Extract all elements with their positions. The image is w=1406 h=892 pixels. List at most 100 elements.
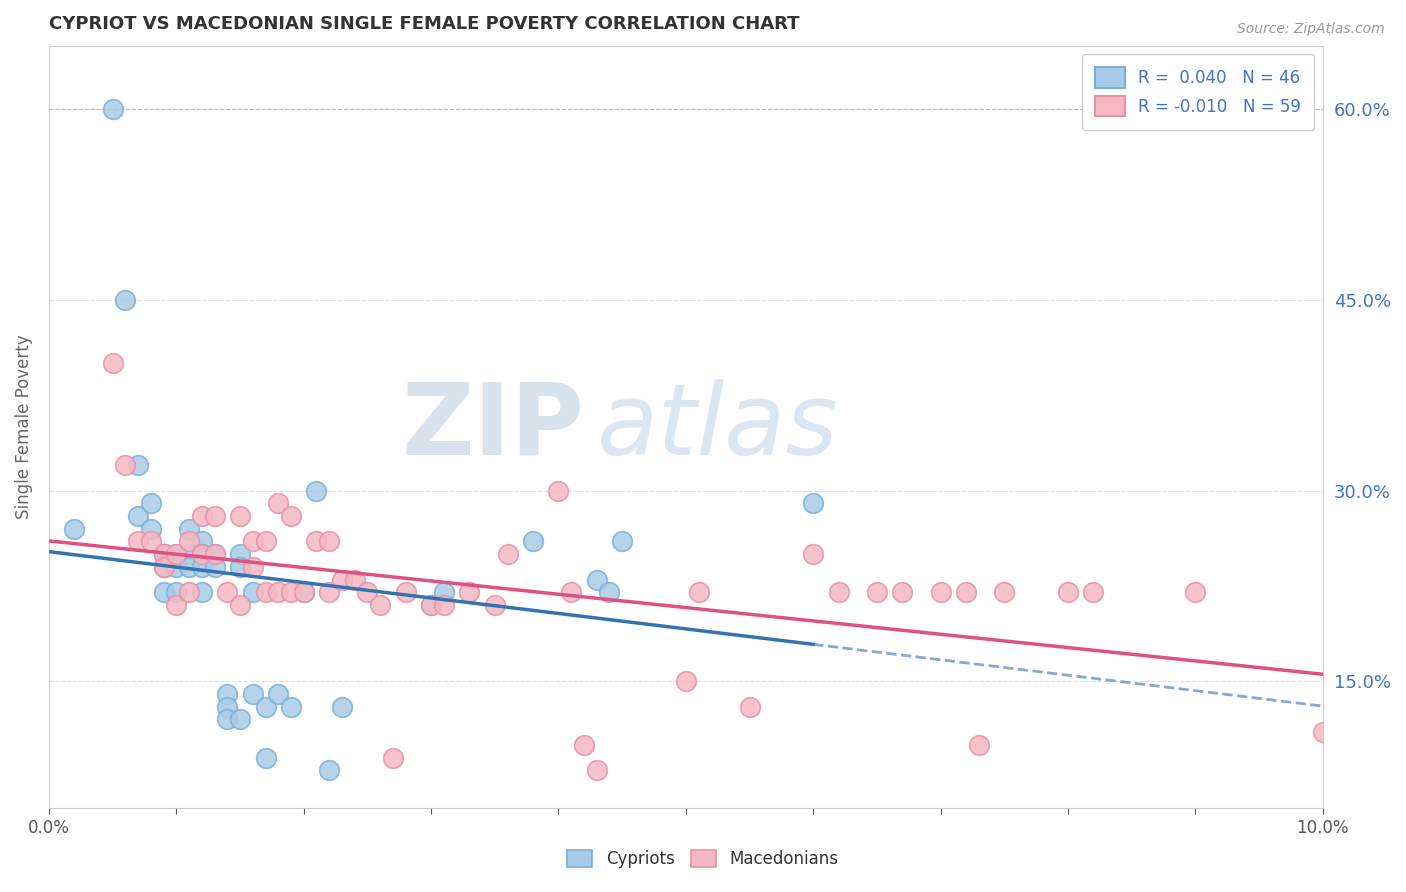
Cypriots: [204, 560, 226, 574]
Macedonians: [1057, 585, 1080, 599]
Macedonians: [267, 585, 290, 599]
Macedonians: [280, 509, 302, 524]
Macedonians: [929, 585, 952, 599]
Cypriots: [217, 687, 239, 701]
Macedonians: [496, 547, 519, 561]
Macedonians: [993, 585, 1015, 599]
Cypriots: [305, 483, 328, 498]
Macedonians: [891, 585, 914, 599]
Macedonians: [801, 547, 824, 561]
Macedonians: [356, 585, 378, 599]
Macedonians: [395, 585, 418, 599]
Macedonians: [242, 560, 264, 574]
Cypriots: [191, 585, 214, 599]
Text: CYPRIOT VS MACEDONIAN SINGLE FEMALE POVERTY CORRELATION CHART: CYPRIOT VS MACEDONIAN SINGLE FEMALE POVE…: [49, 15, 800, 33]
Macedonians: [267, 496, 290, 510]
Macedonians: [254, 585, 277, 599]
Cypriots: [165, 547, 187, 561]
Macedonians: [458, 585, 481, 599]
Cypriots: [204, 547, 226, 561]
Cypriots: [101, 102, 124, 116]
Macedonians: [572, 738, 595, 752]
Macedonians: [292, 585, 315, 599]
Macedonians: [177, 585, 200, 599]
Cypriots: [229, 560, 252, 574]
Cypriots: [127, 509, 149, 524]
Macedonians: [101, 357, 124, 371]
Cypriots: [585, 573, 607, 587]
Macedonians: [1184, 585, 1206, 599]
Macedonians: [1083, 585, 1105, 599]
Macedonians: [1312, 725, 1334, 739]
Macedonians: [127, 534, 149, 549]
Cypriots: [139, 522, 162, 536]
Cypriots: [280, 699, 302, 714]
Cypriots: [114, 293, 136, 307]
Text: Source: ZipAtlas.com: Source: ZipAtlas.com: [1237, 22, 1385, 37]
Macedonians: [318, 585, 340, 599]
Macedonians: [242, 534, 264, 549]
Macedonians: [585, 764, 607, 778]
Cypriots: [152, 585, 174, 599]
Macedonians: [280, 585, 302, 599]
Macedonians: [254, 534, 277, 549]
Cypriots: [229, 713, 252, 727]
Cypriots: [242, 585, 264, 599]
Cypriots: [177, 522, 200, 536]
Macedonians: [191, 509, 214, 524]
Macedonians: [165, 547, 187, 561]
Macedonians: [828, 585, 851, 599]
Macedonians: [217, 585, 239, 599]
Cypriots: [318, 764, 340, 778]
Cypriots: [242, 687, 264, 701]
Cypriots: [420, 598, 443, 612]
Macedonians: [204, 509, 226, 524]
Macedonians: [343, 573, 366, 587]
Cypriots: [191, 534, 214, 549]
Y-axis label: Single Female Poverty: Single Female Poverty: [15, 334, 32, 519]
Text: ZIP: ZIP: [401, 378, 583, 475]
Macedonians: [318, 534, 340, 549]
Macedonians: [191, 547, 214, 561]
Cypriots: [177, 547, 200, 561]
Cypriots: [330, 699, 353, 714]
Macedonians: [152, 560, 174, 574]
Cypriots: [598, 585, 620, 599]
Macedonians: [738, 699, 761, 714]
Cypriots: [191, 547, 214, 561]
Cypriots: [217, 713, 239, 727]
Text: atlas: atlas: [596, 378, 838, 475]
Legend: R =  0.040   N = 46, R = -0.010   N = 59: R = 0.040 N = 46, R = -0.010 N = 59: [1081, 54, 1315, 129]
Macedonians: [547, 483, 569, 498]
Cypriots: [127, 458, 149, 473]
Macedonians: [229, 598, 252, 612]
Cypriots: [254, 750, 277, 764]
Cypriots: [191, 560, 214, 574]
Cypriots: [229, 547, 252, 561]
Macedonians: [330, 573, 353, 587]
Cypriots: [63, 522, 86, 536]
Macedonians: [560, 585, 582, 599]
Cypriots: [292, 585, 315, 599]
Macedonians: [139, 534, 162, 549]
Cypriots: [152, 547, 174, 561]
Macedonians: [675, 674, 697, 689]
Cypriots: [152, 547, 174, 561]
Macedonians: [381, 750, 404, 764]
Macedonians: [967, 738, 990, 752]
Cypriots: [217, 699, 239, 714]
Cypriots: [612, 534, 634, 549]
Cypriots: [139, 496, 162, 510]
Macedonians: [204, 547, 226, 561]
Macedonians: [152, 547, 174, 561]
Cypriots: [267, 687, 290, 701]
Legend: Cypriots, Macedonians: Cypriots, Macedonians: [561, 843, 845, 875]
Macedonians: [368, 598, 391, 612]
Cypriots: [801, 496, 824, 510]
Macedonians: [955, 585, 977, 599]
Cypriots: [177, 560, 200, 574]
Macedonians: [177, 534, 200, 549]
Cypriots: [152, 560, 174, 574]
Macedonians: [114, 458, 136, 473]
Macedonians: [688, 585, 710, 599]
